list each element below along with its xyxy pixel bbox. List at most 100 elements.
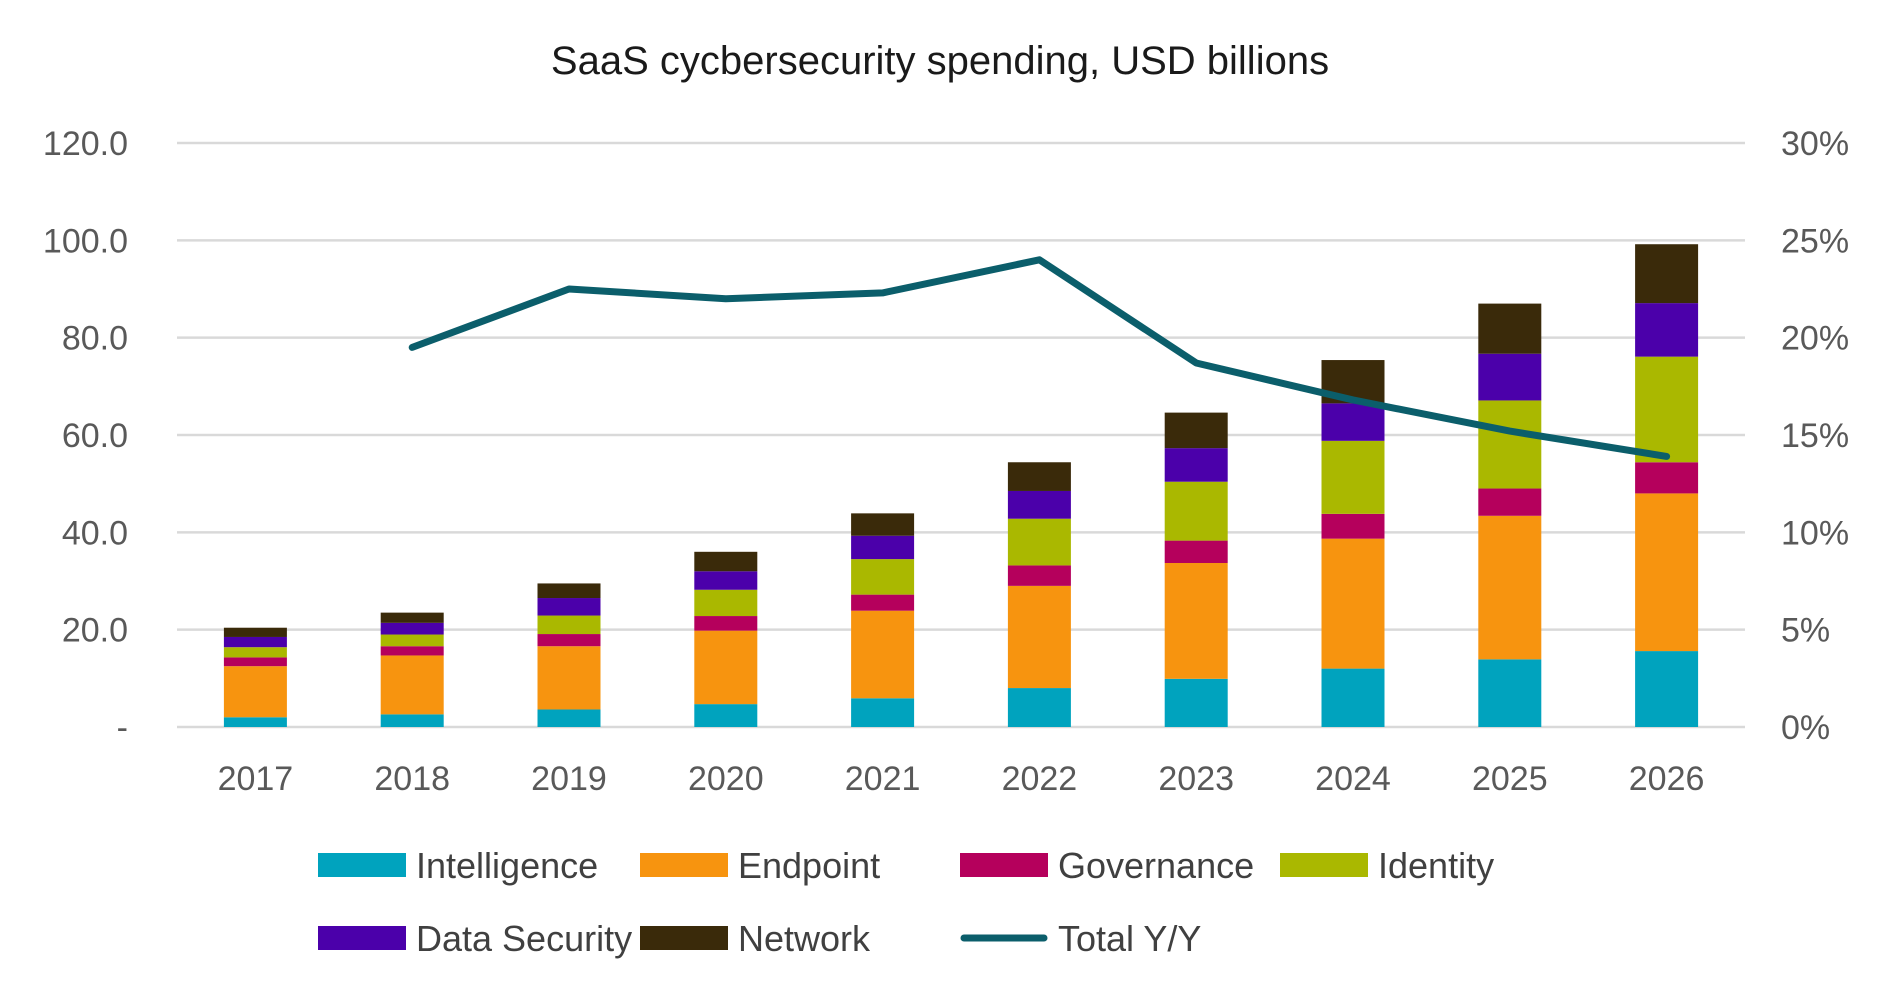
bar-identity-2025 bbox=[1478, 400, 1541, 488]
x-axis-tick-label: 2021 bbox=[845, 760, 921, 798]
chart-title: SaaS cycbersecurity spending, USD billio… bbox=[551, 39, 1329, 83]
left-axis-tick-label: 40.0 bbox=[62, 514, 128, 552]
x-axis-tick-label: 2018 bbox=[374, 760, 450, 798]
legend-label: Total Y/Y bbox=[1058, 918, 1201, 959]
bar-identity-2024 bbox=[1322, 441, 1385, 514]
bar-data-security-2020 bbox=[694, 571, 757, 589]
legend-swatch-endpoint bbox=[640, 853, 728, 877]
bar-identity-2017 bbox=[224, 647, 287, 657]
bar-data-security-2021 bbox=[851, 536, 914, 559]
bar-intelligence-2025 bbox=[1478, 659, 1541, 727]
bar-governance-2022 bbox=[1008, 565, 1071, 585]
bar-endpoint-2019 bbox=[538, 646, 601, 709]
right-axis-tick-label: 0% bbox=[1781, 709, 1830, 747]
bar-identity-2026 bbox=[1635, 357, 1698, 463]
bar-intelligence-2024 bbox=[1322, 669, 1385, 727]
x-axis-tick-label: 2017 bbox=[218, 760, 294, 798]
bar-network-2020 bbox=[694, 552, 757, 571]
bar-intelligence-2018 bbox=[381, 714, 444, 727]
legend-label: Endpoint bbox=[738, 845, 880, 886]
bar-governance-2024 bbox=[1322, 514, 1385, 539]
x-axis-tick-label: 2024 bbox=[1315, 760, 1391, 798]
bar-data-security-2026 bbox=[1635, 303, 1698, 357]
bar-endpoint-2023 bbox=[1165, 563, 1228, 679]
legend-swatch-data-security bbox=[318, 926, 406, 950]
bar-network-2021 bbox=[851, 513, 914, 535]
bar-network-2017 bbox=[224, 628, 287, 637]
bar-identity-2020 bbox=[694, 590, 757, 616]
legend-label: Data Security bbox=[416, 918, 632, 959]
right-axis-ticks: 0%5%10%15%20%25%30% bbox=[1781, 125, 1849, 747]
bar-endpoint-2017 bbox=[224, 666, 287, 717]
legend-label: Governance bbox=[1058, 845, 1254, 886]
x-axis-tick-label: 2022 bbox=[1002, 760, 1078, 798]
bar-data-security-2024 bbox=[1322, 403, 1385, 440]
bar-intelligence-2022 bbox=[1008, 688, 1071, 727]
legend-swatch-governance bbox=[960, 853, 1048, 877]
legend-item-identity: Identity bbox=[1280, 845, 1494, 886]
bar-data-security-2018 bbox=[381, 623, 444, 635]
bar-data-security-2025 bbox=[1478, 354, 1541, 401]
legend-label: Network bbox=[738, 918, 871, 959]
x-axis-tick-label: 2026 bbox=[1629, 760, 1705, 798]
bar-data-security-2022 bbox=[1008, 491, 1071, 519]
bar-governance-2019 bbox=[538, 634, 601, 646]
left-axis-tick-label: - bbox=[117, 709, 128, 747]
bar-endpoint-2022 bbox=[1008, 586, 1071, 688]
bar-identity-2018 bbox=[381, 635, 444, 647]
bar-endpoint-2026 bbox=[1635, 493, 1698, 651]
bar-governance-2021 bbox=[851, 595, 914, 611]
bar-intelligence-2026 bbox=[1635, 651, 1698, 727]
bar-endpoint-2021 bbox=[851, 611, 914, 699]
bar-governance-2020 bbox=[694, 616, 757, 631]
bar-governance-2023 bbox=[1165, 541, 1228, 563]
left-axis-tick-label: 120.0 bbox=[43, 125, 128, 163]
bar-network-2023 bbox=[1165, 413, 1228, 449]
bar-endpoint-2018 bbox=[381, 655, 444, 714]
bar-endpoint-2025 bbox=[1478, 516, 1541, 660]
bar-identity-2022 bbox=[1008, 519, 1071, 566]
bars bbox=[224, 244, 1698, 727]
bar-network-2018 bbox=[381, 613, 444, 623]
bar-intelligence-2020 bbox=[694, 704, 757, 727]
bar-endpoint-2020 bbox=[694, 631, 757, 704]
bar-endpoint-2024 bbox=[1322, 539, 1385, 669]
bar-data-security-2023 bbox=[1165, 448, 1228, 482]
legend-item-endpoint: Endpoint bbox=[640, 845, 880, 886]
right-axis-tick-label: 5% bbox=[1781, 612, 1830, 650]
bar-governance-2018 bbox=[381, 646, 444, 655]
legend-label: Intelligence bbox=[416, 845, 598, 886]
left-axis-tick-label: 60.0 bbox=[62, 417, 128, 455]
x-axis-tick-label: 2019 bbox=[531, 760, 607, 798]
bar-intelligence-2019 bbox=[538, 709, 601, 727]
bar-identity-2021 bbox=[851, 559, 914, 595]
right-axis-tick-label: 25% bbox=[1781, 222, 1849, 260]
right-axis-tick-label: 15% bbox=[1781, 417, 1849, 455]
bar-data-security-2019 bbox=[538, 598, 601, 616]
legend: Intelligence Endpoint Governance Identity Da… bbox=[318, 845, 1494, 959]
right-axis-tick-label: 30% bbox=[1781, 125, 1849, 163]
left-axis-tick-label: 80.0 bbox=[62, 320, 128, 358]
bar-data-security-2017 bbox=[224, 637, 287, 647]
bar-intelligence-2017 bbox=[224, 717, 287, 727]
legend-item-network: Network bbox=[640, 918, 871, 959]
legend-item-intelligence: Intelligence bbox=[318, 845, 598, 886]
bar-intelligence-2023 bbox=[1165, 679, 1228, 727]
bar-network-2026 bbox=[1635, 244, 1698, 303]
legend-swatch-intelligence bbox=[318, 853, 406, 877]
bar-governance-2026 bbox=[1635, 462, 1698, 493]
x-axis-tick-label: 2020 bbox=[688, 760, 764, 798]
right-axis-tick-label: 10% bbox=[1781, 514, 1849, 552]
left-axis-tick-label: 20.0 bbox=[62, 612, 128, 650]
bar-identity-2023 bbox=[1165, 482, 1228, 541]
bar-network-2022 bbox=[1008, 462, 1071, 491]
bar-identity-2019 bbox=[538, 616, 601, 634]
legend-item-total-y-y: Total Y/Y bbox=[964, 918, 1201, 959]
legend-swatch-identity bbox=[1280, 853, 1368, 877]
x-axis-tick-label: 2025 bbox=[1472, 760, 1548, 798]
legend-label: Identity bbox=[1378, 845, 1494, 886]
